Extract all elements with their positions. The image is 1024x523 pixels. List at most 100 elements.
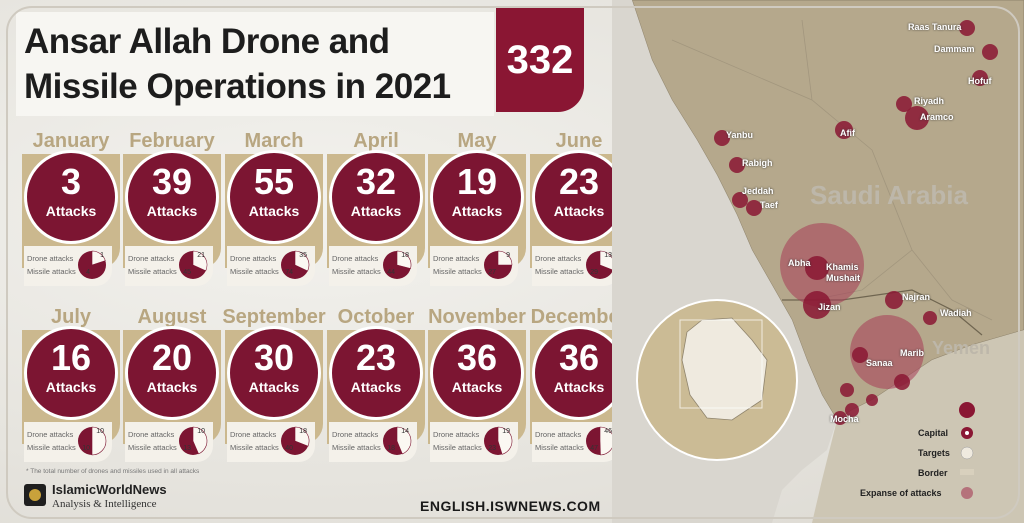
city-label: Yanbu bbox=[726, 130, 754, 140]
missile-legend-label: Missile attacks bbox=[433, 443, 482, 452]
attacks-label: Attacks bbox=[146, 379, 198, 395]
attacks-label: Attacks bbox=[553, 379, 605, 395]
missile-count: 45 bbox=[183, 269, 191, 276]
drone-slice bbox=[192, 250, 208, 272]
drone-count: 18 bbox=[299, 428, 307, 435]
drone-slice bbox=[497, 426, 513, 455]
month-name: October bbox=[337, 306, 415, 328]
breakdown-pie bbox=[78, 250, 106, 279]
drone-legend-label: Drone attacks bbox=[535, 254, 582, 263]
missile-legend-label: Missile attacks bbox=[128, 443, 177, 452]
missile-legend-label: Missile attacks bbox=[230, 267, 279, 276]
city-label: Sanaa bbox=[866, 358, 893, 368]
city-label: Marib bbox=[900, 348, 925, 358]
month-panel: 16 Attacks Drone attacks Missile attacks 10 1… bbox=[22, 326, 120, 462]
missile-count: 74 bbox=[285, 269, 293, 276]
drone-legend-label: Drone attacks bbox=[128, 430, 175, 439]
attack-breakdown: Drone attacks Missile attacks 19 23 bbox=[430, 422, 518, 462]
monthly-attack-count: 32 bbox=[355, 161, 397, 202]
drone-legend-label: Drone attacks bbox=[433, 254, 480, 263]
city-label: Aramco bbox=[920, 112, 954, 122]
month-panel: 23 Attacks Drone attacks Missile attacks 13 2… bbox=[530, 150, 628, 286]
monthly-attack-count: 36 bbox=[456, 337, 498, 378]
drone-count: 35 bbox=[299, 252, 307, 259]
missile-legend-label: Missile attacks bbox=[128, 267, 177, 276]
attack-breakdown: Drone attacks Missile attacks 10 13 bbox=[125, 422, 213, 462]
missile-count: 23 bbox=[488, 445, 496, 452]
month-name: November bbox=[428, 306, 526, 328]
city-label: Hofuf bbox=[968, 76, 992, 86]
attack-breakdown: Drone attacks Missile attacks 9 27 bbox=[430, 246, 518, 286]
month-panel: 36 Attacks Drone attacks Missile attacks 19 2… bbox=[428, 326, 526, 462]
drone-legend-label: Drone attacks bbox=[27, 430, 74, 439]
monthly-attack-count: 23 bbox=[558, 161, 600, 202]
breakdown-pie bbox=[179, 250, 208, 279]
missile-legend-label: Missile attacks bbox=[27, 267, 76, 276]
attack-breakdown: Drone attacks Missile attacks 46 47 bbox=[532, 422, 620, 462]
attack-breakdown: Drone attacks Missile attacks 1 4 bbox=[24, 246, 112, 286]
drone-slice bbox=[91, 426, 107, 456]
missile-legend-label: Missile attacks bbox=[535, 443, 584, 452]
attacks-circle: 23 Attacks bbox=[532, 150, 626, 244]
attack-breakdown: Drone attacks Missile attacks 13 29 bbox=[532, 246, 620, 286]
breakdown-pie bbox=[281, 250, 310, 279]
monthly-attack-count: 36 bbox=[558, 337, 600, 378]
missile-legend-label: Missile attacks bbox=[332, 267, 381, 276]
monthly-attack-count: 16 bbox=[50, 337, 92, 378]
month-panel: 19 Attacks Drone attacks Missile attacks 9 27 bbox=[428, 150, 526, 286]
monthly-attack-count: 30 bbox=[253, 337, 295, 378]
breakdown-pie bbox=[484, 426, 513, 455]
missile-count: 44 bbox=[387, 269, 395, 276]
month-name: April bbox=[353, 130, 399, 152]
breakdown-pie bbox=[281, 426, 310, 455]
month-name: March bbox=[244, 130, 304, 152]
city-label: Jizan bbox=[818, 302, 841, 312]
drone-count: 1 bbox=[100, 252, 104, 259]
drone-slice bbox=[294, 250, 310, 272]
attack-breakdown: Drone attacks Missile attacks 14 18 bbox=[329, 422, 417, 462]
drone-count: 21 bbox=[197, 252, 205, 259]
region-map: Saudi Arabia Yemen Raas Tanura Dammam Hofu… bbox=[612, 0, 1024, 523]
drone-count: 13 bbox=[604, 252, 612, 259]
missile-legend-label: Missile attacks bbox=[433, 267, 482, 276]
monthly-attack-count: 39 bbox=[151, 161, 193, 202]
month-panel: 55 Attacks Drone attacks Missile attacks 35 7… bbox=[225, 150, 323, 286]
legend-targets: Targets bbox=[918, 448, 950, 458]
monthly-attack-count: 20 bbox=[151, 337, 193, 378]
city-label: Wadiah bbox=[940, 308, 972, 318]
breakdown-pie bbox=[484, 250, 513, 279]
legend-expanse: Expanse of attacks bbox=[860, 488, 942, 498]
footnote: * The total number of drones and missile… bbox=[26, 468, 200, 475]
city-label: Najran bbox=[902, 292, 931, 302]
attacks-circle: 39 Attacks bbox=[125, 150, 219, 244]
attack-breakdown: Drone attacks Missile attacks 18 40 bbox=[227, 422, 315, 462]
drone-legend-label: Drone attacks bbox=[332, 430, 379, 439]
drone-legend-label: Drone attacks bbox=[535, 430, 582, 439]
attacks-label: Attacks bbox=[451, 203, 503, 219]
drone-legend-label: Drone attacks bbox=[332, 254, 379, 263]
city-label: Raas Tanura bbox=[908, 22, 962, 32]
brand-tagline: Analysis & Intelligence bbox=[52, 498, 157, 510]
attacks-label: Attacks bbox=[146, 203, 198, 219]
attack-breakdown: Drone attacks Missile attacks 21 45 bbox=[125, 246, 213, 286]
attacks-circle: 36 Attacks bbox=[532, 326, 626, 420]
breakdown-pie bbox=[78, 426, 107, 456]
city-label: Rabigh bbox=[742, 158, 773, 168]
missile-count: 47 bbox=[590, 445, 598, 452]
attacks-circle: 30 Attacks bbox=[227, 326, 321, 420]
city-label: Jeddah bbox=[742, 186, 774, 196]
month-name: June bbox=[555, 130, 603, 152]
missile-count: 29 bbox=[590, 269, 598, 276]
city-label: Khamis Mushait bbox=[826, 262, 861, 283]
missile-count: 18 bbox=[387, 445, 395, 452]
attacks-circle: 16 Attacks bbox=[24, 326, 118, 420]
attacks-label: Attacks bbox=[350, 203, 402, 219]
drone-count: 18 bbox=[401, 252, 409, 259]
month-name: December bbox=[530, 306, 628, 328]
drone-slice bbox=[396, 426, 412, 455]
country-label-yemen: Yemen bbox=[932, 338, 991, 358]
city-label: Dammam bbox=[934, 44, 975, 54]
month-panel: 23 Attacks Drone attacks Missile attacks 14 1… bbox=[327, 326, 425, 462]
month-panel: 32 Attacks Drone attacks Missile attacks 18 4… bbox=[327, 150, 425, 286]
